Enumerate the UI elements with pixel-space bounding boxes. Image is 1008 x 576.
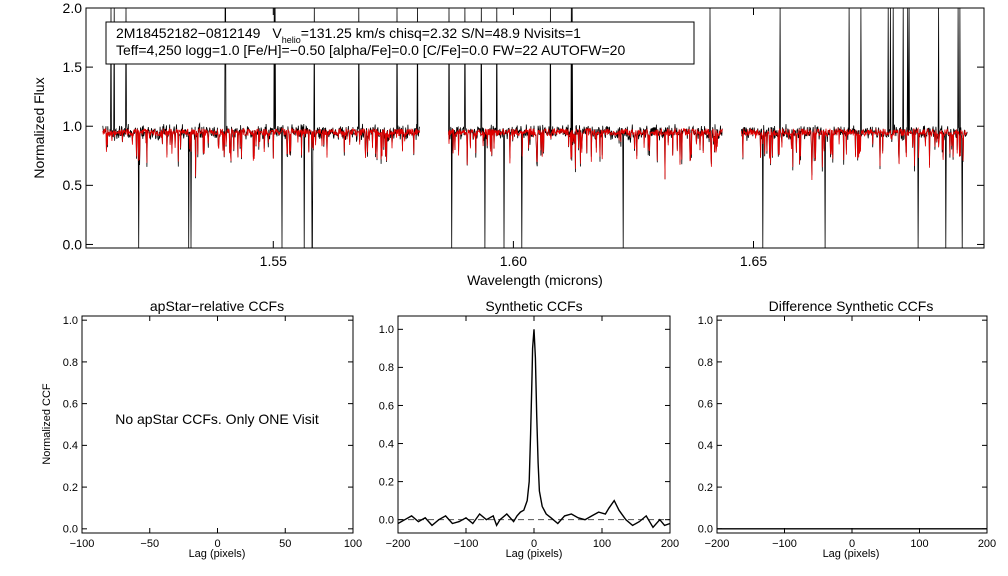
difference-xtick-label: −100 [772,538,797,550]
info-box-frame [105,21,695,65]
model-spectrum-chip-2 [448,127,723,180]
spectrum-frame [85,7,985,249]
synthetic-title: Synthetic CCFs [485,298,582,314]
difference-xtick-label: 0 [849,538,855,550]
synthetic-ytick-label: 0.6 [379,400,394,412]
difference-frame [716,315,988,534]
model-spectrum-chip-3 [741,127,968,181]
apstar-title: apStar−relative CCFs [150,298,284,314]
apstar-xtick-label: 50 [279,538,291,550]
apstar-xtick-label: −100 [70,538,95,550]
synthetic-ytick-label: 0.0 [379,515,394,527]
spectrum-ytick-label: 0.5 [63,177,83,193]
spectrum-data [102,7,968,249]
difference-ticks: −200 −100 0 100 200 0.0 0.2 0.4 0.6 0.8 1.0 [698,315,996,550]
model-spectrum-chip-1 [102,127,421,177]
difference-xlabel: Lag (pixels) [823,548,880,560]
difference-xtick-label: 100 [910,538,928,550]
difference-ytick-label: 0.8 [698,357,713,369]
difference-xtick-label: −200 [705,538,730,550]
synthetic-ytick-label: 0.2 [379,476,394,488]
synthetic-ytick-label: 0.4 [379,438,394,450]
synthetic-frame [397,315,671,534]
apstar-ticks: −100 −50 0 50 100 0.0 0.2 0.4 0.6 0.8 1.0 [63,315,362,550]
difference-ytick-label: 0.0 [698,524,713,536]
spectrum-ytick-label: 0.0 [63,236,83,252]
apstar-xtick-label: −50 [140,538,159,550]
difference-ytick-label: 1.0 [698,315,713,327]
synthetic-xtick-label: 0 [531,538,537,550]
difference-xtick-label: 200 [978,538,996,550]
star-id: 2M18452182−0812149 [116,25,261,41]
apstar-xlabel: Lag (pixels) [189,548,246,560]
synthetic-xtick-label: 100 [593,538,611,550]
difference-ytick-label: 0.6 [698,398,713,410]
spectrum-xlabel: Wavelength (microns) [467,272,603,288]
info-box: 2M18452182−0812149 Vhelio=131.25 km/s chi… [105,21,695,65]
synthetic-ticks: −200 −100 0 100 200 0.0 0.2 0.4 0.6 0.8 1.0 [379,316,679,550]
info-values: =131.25 km/s chisq=2.32 S/N=48.9 Nvisits… [301,25,581,41]
observed-spectrum-chip-3 [741,7,968,249]
difference-ccf-panel: Difference Synthetic CCFs −200 −100 0 100 20… [698,298,996,560]
spectrum-xtick-label: 1.60 [500,253,527,269]
apstar-xtick-label: 100 [344,538,362,550]
apstar-ylabel: Normalized CCF [41,383,53,465]
apstar-ytick-label: 0.2 [63,482,78,494]
synthetic-xtick-label: −100 [454,538,479,550]
info-line-1: 2M18452182−0812149 Vhelio=131.25 km/s chi… [116,25,581,45]
apstar-ytick-label: 0.6 [63,398,78,410]
synthetic-ytick-label: 0.8 [379,362,394,374]
spectrum-ticks: 1.55 1.60 1.65 0.0 0.5 1.0 1.5 2.0 [63,0,984,269]
apstar-ytick-label: 0.0 [63,524,78,536]
difference-title: Difference Synthetic CCFs [769,298,934,314]
apstar-xtick-label: 0 [214,538,220,550]
vhelio-subscript: helio [282,35,301,45]
spectrum-ytick-label: 1.5 [63,59,83,75]
spectrum-xtick-label: 1.65 [740,253,767,269]
spectrum-panel: 1.55 1.60 1.65 0.0 0.5 1.0 1.5 2.0 Wavelength (… [31,0,985,288]
info-line-2: Teff=4,250 logg=1.0 [Fe/H]=−0.50 [alpha/… [116,42,625,58]
apstar-ytick-label: 0.4 [63,440,78,452]
apstar-ytick-label: 0.8 [63,357,78,369]
vhelio-symbol: V [272,25,282,41]
synthetic-ytick-label: 1.0 [379,324,394,336]
apstar-message: No apStar CCFs. Only ONE Visit [115,411,319,427]
spectrum-ytick-label: 1.0 [63,118,83,134]
synthetic-xtick-label: 200 [661,538,679,550]
synthetic-ccf-line [397,329,671,529]
synthetic-ccf-panel: Synthetic CCFs −200 −100 0 100 200 0.0 0.2 0.4 0… [379,298,679,560]
spectrum-ylabel: Normalized Flux [31,77,47,178]
synthetic-xlabel: Lag (pixels) [506,548,563,560]
apstar-ytick-label: 1.0 [63,315,78,327]
apstar-ccf-panel: apStar−relative CCFs −100 −50 0 50 100 0.0 0.2… [41,298,362,560]
difference-ytick-label: 0.2 [698,482,713,494]
difference-ytick-label: 0.4 [698,440,713,452]
synthetic-xtick-label: −200 [386,538,411,550]
spectrum-ytick-label: 2.0 [63,0,83,16]
spectrum-xtick-label: 1.55 [260,253,287,269]
synthetic-data [397,329,671,529]
